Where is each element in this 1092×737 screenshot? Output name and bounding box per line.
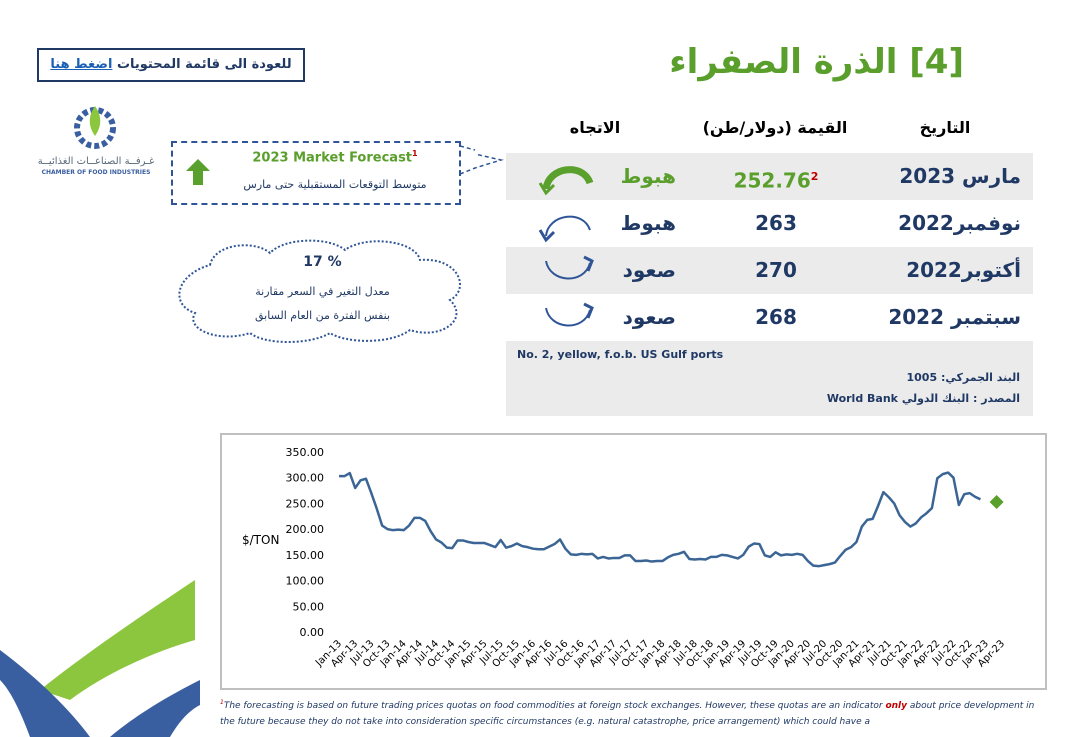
forecast-subtitle: متوسط التوقعات المستقبلية حتى مارس xyxy=(243,178,427,191)
notes-hs: البند الجمركي: 1005 xyxy=(906,371,1021,384)
table-row: أكتوبر2022 270 صعود xyxy=(506,247,1033,294)
trend-head xyxy=(538,182,556,196)
table-row: نوفمبر2022 263 هبوط xyxy=(506,200,1033,247)
trend-icon xyxy=(538,166,594,196)
y-tick-label: 50.00 xyxy=(293,600,325,613)
value-mark: 2 xyxy=(810,170,819,183)
forecast-pointer xyxy=(459,145,504,175)
footnote-mark: 1 xyxy=(220,699,224,706)
value-text: 252.76 xyxy=(733,168,811,193)
notes-source-en: World Bank xyxy=(826,392,898,405)
decor xyxy=(0,580,200,737)
change-line2: بنفس الفترة من العام السابق xyxy=(254,309,391,322)
page-title: [4] الذرة الصفراء xyxy=(669,42,964,82)
y-tick-label: 150.00 xyxy=(286,549,325,562)
trend-head xyxy=(538,229,556,243)
change-value: 17 % xyxy=(303,254,342,270)
y-tick-label: 350.00 xyxy=(286,446,325,459)
footnote-text: about price development in the future be… xyxy=(220,701,1035,727)
trend-arc xyxy=(542,166,594,190)
table-row: سبتمبر 2022 268 صعود xyxy=(506,294,1033,341)
table-header: الاتجاه xyxy=(569,118,621,137)
y-tick-label: 200.00 xyxy=(286,523,325,536)
date-cell: سبتمبر 2022 xyxy=(888,305,1021,329)
date-cell: نوفمبر2022 xyxy=(898,211,1021,235)
value-cell: 270 xyxy=(696,247,856,294)
cloud xyxy=(178,239,461,343)
value-cell: 263 xyxy=(696,200,856,247)
logo-arabic: غـرفــة الصناعــات الغذائيــة xyxy=(37,156,155,167)
notes-source-ar: المصدر : البنك الدولي xyxy=(901,392,1020,405)
back-box: للعودة الى قائمة المحتويات اضغط هنا xyxy=(37,48,305,82)
trend-icon xyxy=(538,215,591,243)
trend-cell: صعود xyxy=(622,258,676,282)
change-line1: معدل التغير في السعر مقارنة xyxy=(255,285,390,298)
footnote-text: The forecasting is based on future tradi… xyxy=(223,701,883,711)
back-link[interactable]: اضغط هنا xyxy=(50,57,113,72)
forecast-marker xyxy=(989,495,1004,510)
y-tick-label: 300.00 xyxy=(286,472,325,485)
trend-icon xyxy=(545,255,594,280)
back-text: للعودة الى قائمة المحتويات xyxy=(116,57,292,72)
trend-arc xyxy=(545,260,591,280)
date-cell: مارس 2023 xyxy=(899,164,1021,188)
trend-cell: هبوط xyxy=(620,211,676,235)
date-cell: أكتوبر2022 xyxy=(906,258,1021,282)
notes-box xyxy=(506,341,1033,416)
trend-arc xyxy=(545,215,591,237)
logo-english: CHAMBER OF FOOD INDUSTRIES xyxy=(41,169,151,176)
value-text: 268 xyxy=(755,305,797,329)
chart: $/TON 0.00 50.00 100.00 150.00 200.00 250.00 30… xyxy=(220,433,1047,690)
trend-head xyxy=(583,302,594,319)
forecast-box xyxy=(171,141,461,205)
value-text: 263 xyxy=(755,211,797,235)
trend-head xyxy=(583,255,594,272)
price-line xyxy=(339,471,981,568)
footnote: 1The forecasting is based on future trad… xyxy=(220,695,1050,730)
y-tick-label: 250.00 xyxy=(286,497,325,510)
table-row: مارس 2023 252.762 هبوط xyxy=(506,153,1033,200)
trend-cell: صعود xyxy=(622,305,676,329)
table-header: التاريخ xyxy=(919,118,971,137)
trend-icon xyxy=(545,302,594,327)
trend-cell: هبوط xyxy=(620,164,676,188)
y-axis-label: $/TON xyxy=(242,533,279,547)
forecast-title-text: 2023 Market Forecast xyxy=(252,150,413,166)
notes-source: المصدر : البنك الدولي World Bank xyxy=(780,392,1020,405)
y-tick-label: 100.00 xyxy=(286,575,325,588)
value-cell: 268 xyxy=(696,294,856,341)
logo-icon xyxy=(74,106,116,149)
up-arrow xyxy=(186,159,210,185)
value-text: 270 xyxy=(755,258,797,282)
footnote-emphasis: only xyxy=(885,701,907,711)
table-header: القيمة (دولار/طن) xyxy=(702,118,848,137)
value-cell: 252.762 xyxy=(696,153,856,200)
forecast-mark: 1 xyxy=(412,149,418,158)
forecast-title: 2023 Market Forecast1 xyxy=(215,149,455,165)
trend-arc xyxy=(545,307,591,327)
notes-grade: No. 2, yellow, f.o.b. US Gulf ports xyxy=(517,348,724,361)
y-tick-label: 0.00 xyxy=(300,626,325,639)
